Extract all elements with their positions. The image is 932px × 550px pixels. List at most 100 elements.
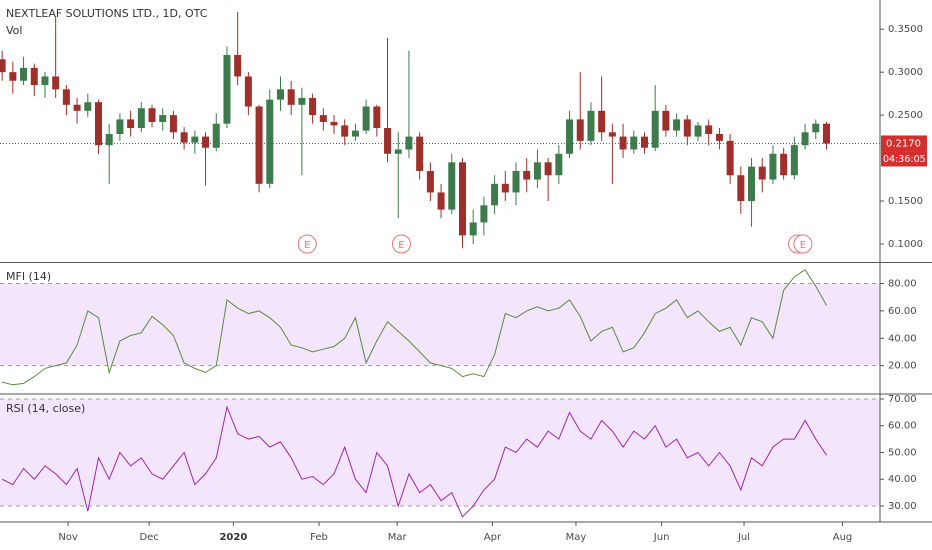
candle-body [758, 166, 766, 180]
last-price-box [881, 135, 927, 152]
candle-body [362, 106, 370, 131]
candle-body [501, 183, 509, 193]
x-tick-label: Apr [484, 532, 502, 543]
candle-body [694, 125, 702, 137]
candle-body [191, 136, 199, 143]
earnings-marker [793, 234, 813, 254]
candle-body [437, 192, 445, 210]
candle-body [148, 108, 156, 122]
y-tick-label: 40.00 [888, 333, 917, 344]
y-tick-label: 30.00 [888, 501, 917, 512]
candle-body [769, 153, 777, 180]
candle-body [801, 132, 809, 146]
candle-body [266, 99, 274, 184]
candle-body [705, 125, 713, 135]
candle-body [341, 125, 349, 137]
candle-body [566, 119, 574, 154]
candle-body [41, 76, 49, 86]
candle-body [812, 123, 820, 133]
y-tick-label: 70.00 [888, 394, 917, 405]
chart-title: NEXTLEAF SOLUTIONS LTD., 1D, OTC [6, 7, 208, 20]
last-price-label: 0.2170 [886, 138, 921, 149]
candle-body [73, 104, 81, 111]
candle-body [384, 127, 392, 154]
candle-body [426, 170, 434, 193]
x-tick-label: Mar [388, 532, 408, 543]
candle-body [491, 183, 499, 206]
candle-body [790, 145, 798, 176]
candle-body [276, 89, 284, 100]
volume-label: Vol [6, 24, 22, 37]
y-tick-label: 60.00 [888, 421, 917, 432]
candle-body [255, 106, 263, 184]
y-tick-label: 80.00 [888, 279, 917, 290]
candle-body [52, 76, 60, 90]
candle-body [737, 175, 745, 202]
candle-body [94, 102, 102, 146]
candle-body [726, 140, 734, 176]
indicator-line [1, 269, 827, 386]
x-tick-label: Aug [833, 532, 853, 543]
pane-title: MFI (14) [6, 270, 51, 283]
candle-body [84, 102, 92, 111]
candle-body [480, 205, 488, 223]
candle-body [202, 136, 210, 148]
candle-body [137, 108, 145, 128]
candle-body [673, 119, 681, 131]
y-tick-label: 0.1500 [888, 196, 923, 207]
band-fill [0, 399, 880, 506]
earnings-label: E [398, 240, 404, 251]
candle-body [223, 54, 231, 124]
countdown-box [881, 151, 927, 167]
candle-body [309, 97, 317, 116]
candle-body [180, 132, 188, 143]
candle-body [159, 115, 167, 122]
candle-body [683, 119, 691, 137]
candle-body [0, 59, 6, 73]
x-tick-label: Jun [653, 532, 670, 543]
candle-body [212, 123, 220, 148]
candle-body [598, 110, 606, 133]
candle-body [416, 136, 424, 171]
candle-body [127, 119, 135, 128]
candle-body [30, 67, 38, 86]
candle-body [587, 110, 595, 141]
x-tick-label: Dec [139, 532, 158, 543]
candle-body [287, 89, 295, 105]
candle-body [469, 222, 477, 236]
earnings-label: E [800, 240, 806, 251]
candle-body [330, 121, 338, 126]
candle-body [512, 170, 520, 193]
earnings-label: E [304, 240, 310, 251]
candle-body [780, 153, 788, 176]
x-tick-label: May [566, 532, 587, 543]
candle-body [619, 136, 627, 150]
y-tick-label: 20.00 [888, 361, 917, 372]
x-tick-label: 2020 [219, 532, 247, 543]
candle-body [630, 136, 638, 150]
candle-body [234, 54, 242, 77]
candle-body [405, 136, 413, 150]
candle-body [298, 97, 306, 105]
candle-body [651, 110, 659, 148]
candle-body [351, 130, 359, 137]
x-tick-label: Feb [310, 532, 328, 543]
y-tick-label: 0.3000 [888, 67, 923, 78]
candle-body [715, 134, 723, 141]
candle-body [458, 162, 466, 236]
candle-body [20, 67, 28, 81]
candle-body [9, 72, 17, 81]
earnings-marker [391, 234, 411, 254]
candle-body [105, 134, 113, 146]
candle-body [169, 115, 177, 133]
countdown-label: 04:36:05 [883, 154, 926, 165]
y-tick-label: 0.1000 [888, 239, 923, 250]
candle-body [544, 162, 552, 176]
y-tick-label: 0.2500 [888, 110, 923, 121]
candle-body [116, 119, 124, 135]
y-tick-label: 40.00 [888, 474, 917, 485]
band-fill [0, 283, 880, 366]
y-tick-label: 50.00 [888, 447, 917, 458]
candle-body [822, 123, 830, 144]
